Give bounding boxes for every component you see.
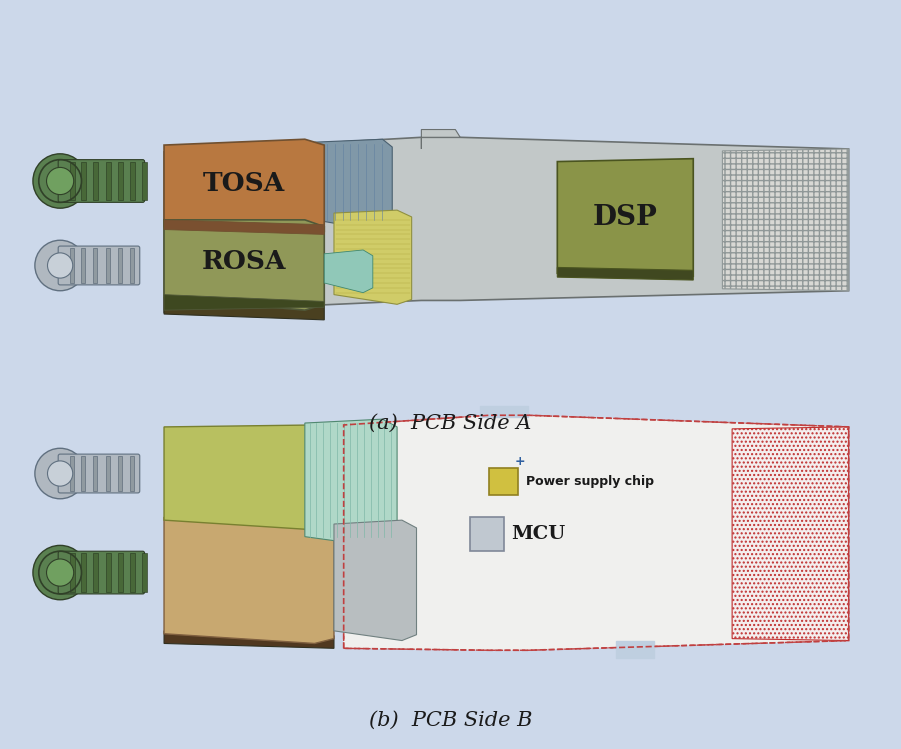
Polygon shape xyxy=(164,297,324,320)
Polygon shape xyxy=(164,139,324,237)
Bar xyxy=(93,162,98,201)
Bar xyxy=(118,248,123,283)
Polygon shape xyxy=(422,130,460,149)
Bar xyxy=(141,162,147,201)
Text: +: + xyxy=(515,455,525,468)
Polygon shape xyxy=(164,294,324,310)
Bar xyxy=(470,518,504,551)
Bar xyxy=(70,248,74,283)
Bar xyxy=(70,554,75,592)
Bar xyxy=(130,554,135,592)
Bar xyxy=(130,248,134,283)
Text: (a)  PCB Side A: (a) PCB Side A xyxy=(369,413,532,433)
Polygon shape xyxy=(615,640,654,658)
Polygon shape xyxy=(164,220,324,234)
FancyBboxPatch shape xyxy=(59,454,140,493)
FancyBboxPatch shape xyxy=(59,246,140,285)
Text: TOSA: TOSA xyxy=(203,172,285,196)
Text: DSP: DSP xyxy=(593,204,658,231)
Bar xyxy=(70,456,74,491)
Bar xyxy=(70,162,75,201)
Bar xyxy=(105,162,111,201)
Bar xyxy=(130,162,135,201)
Text: ROSA: ROSA xyxy=(202,249,286,274)
Bar xyxy=(93,456,97,491)
Polygon shape xyxy=(334,520,416,640)
Polygon shape xyxy=(479,405,528,417)
Polygon shape xyxy=(164,515,334,643)
Bar xyxy=(81,456,86,491)
Bar xyxy=(105,248,110,283)
Bar xyxy=(118,162,123,201)
Polygon shape xyxy=(334,210,412,304)
Circle shape xyxy=(33,154,87,208)
Bar xyxy=(81,554,86,592)
Polygon shape xyxy=(324,250,373,293)
Circle shape xyxy=(33,545,87,600)
Polygon shape xyxy=(558,267,693,280)
Bar xyxy=(81,248,86,283)
Bar xyxy=(105,456,110,491)
Text: Power supply chip: Power supply chip xyxy=(526,475,654,488)
Polygon shape xyxy=(164,631,334,649)
Circle shape xyxy=(47,168,74,195)
FancyBboxPatch shape xyxy=(59,160,144,202)
Bar xyxy=(105,554,111,592)
Bar xyxy=(141,554,147,592)
Bar xyxy=(130,456,134,491)
Bar xyxy=(81,162,86,201)
Polygon shape xyxy=(164,220,324,310)
Polygon shape xyxy=(164,425,334,530)
Bar xyxy=(118,456,123,491)
Polygon shape xyxy=(164,137,849,312)
Bar xyxy=(489,467,518,495)
Text: (b)  PCB Side B: (b) PCB Side B xyxy=(369,711,532,730)
Polygon shape xyxy=(723,149,849,291)
Polygon shape xyxy=(558,159,693,276)
Polygon shape xyxy=(314,139,392,231)
Polygon shape xyxy=(343,415,849,650)
Text: MCU: MCU xyxy=(511,525,565,543)
Bar xyxy=(93,554,98,592)
Bar xyxy=(93,248,97,283)
Circle shape xyxy=(35,449,86,499)
Polygon shape xyxy=(733,427,849,640)
Polygon shape xyxy=(305,419,397,548)
Circle shape xyxy=(48,461,73,486)
Bar xyxy=(118,554,123,592)
Circle shape xyxy=(47,559,74,586)
FancyBboxPatch shape xyxy=(59,551,144,594)
Circle shape xyxy=(48,253,73,278)
Circle shape xyxy=(35,240,86,291)
